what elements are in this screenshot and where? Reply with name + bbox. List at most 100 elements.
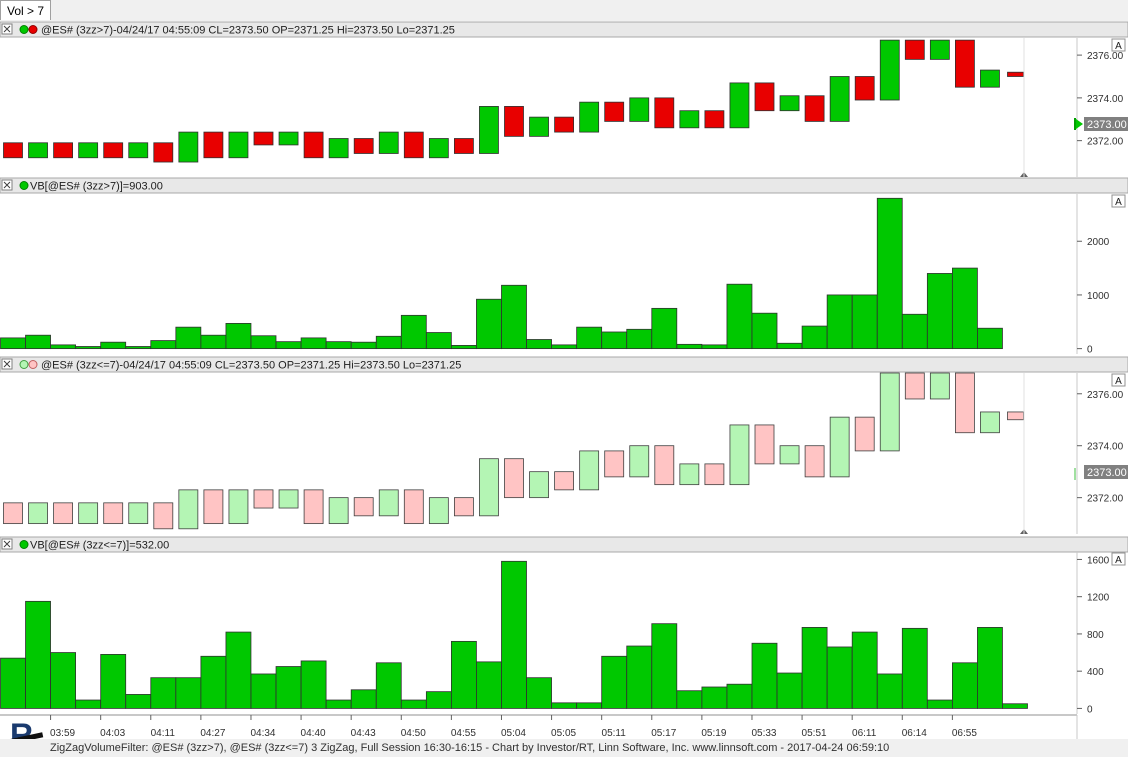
volume-bar	[901, 313, 928, 350]
volume-bar	[450, 640, 477, 709]
candle	[679, 463, 700, 486]
time-tick-label: 04:27	[200, 728, 225, 739]
volume-bar	[175, 677, 202, 709]
candle	[754, 424, 775, 465]
candle	[253, 131, 274, 146]
volume-bar	[225, 322, 252, 350]
volume-bar	[977, 327, 1003, 350]
candle	[103, 502, 124, 525]
candle	[980, 69, 1000, 88]
volume-bar	[977, 627, 1003, 709]
candle	[504, 106, 524, 137]
volume-bar	[676, 343, 703, 350]
time-tick-label: 05:11	[602, 728, 627, 739]
volume-bar	[325, 699, 352, 709]
volume-bar	[626, 645, 653, 709]
candle	[253, 489, 274, 509]
volume-bar	[576, 702, 603, 709]
candle	[704, 110, 725, 129]
autoscale-label: A	[1115, 197, 1122, 208]
volume-bar	[776, 672, 803, 709]
volume-bar	[200, 655, 227, 709]
y-tick-label: 1000	[1087, 291, 1110, 302]
candle	[128, 502, 149, 525]
volume-bar	[75, 699, 102, 709]
chart-area: @ES# (3zz>7)-04/24/17 04:55:09 CL=2373.5…	[0, 21, 1128, 740]
down-series-dot-icon	[28, 25, 38, 34]
volume-bar	[726, 283, 753, 350]
volume-bar	[926, 699, 953, 709]
volume-bar	[826, 646, 853, 709]
volume-bar	[75, 346, 102, 350]
candle	[78, 142, 99, 159]
pane-2: VB[@ES# (3zz>7)]=903.00 A 0 1000 2000	[0, 177, 1128, 356]
candle	[228, 489, 249, 525]
volume-bar	[175, 326, 202, 350]
time-tick-label: 05:19	[701, 728, 726, 739]
candle	[955, 39, 975, 88]
volume-bar	[425, 332, 452, 350]
pane-title: @ES# (3zz>7)-04/24/17 04:55:09 CL=2373.5…	[41, 25, 455, 37]
candle	[278, 489, 299, 509]
volume-bar	[275, 666, 302, 709]
volume-bar	[0, 337, 26, 350]
volume-bar	[325, 341, 352, 350]
candle	[453, 138, 474, 154]
volume-bar	[125, 346, 152, 350]
y-tick-label: 2376.00	[1087, 51, 1124, 62]
y-tick-label: 2376.00	[1087, 390, 1124, 401]
candle	[178, 489, 199, 530]
volume-bar	[726, 683, 753, 709]
time-tick-label: 04:50	[401, 728, 426, 739]
candle	[28, 142, 48, 159]
candle	[303, 489, 324, 525]
volume-bar	[25, 334, 51, 350]
candle	[829, 76, 850, 122]
volume-bar	[476, 298, 502, 350]
pane-1: @ES# (3zz>7)-04/24/17 04:55:09 CL=2373.5…	[0, 21, 1128, 177]
candle	[554, 471, 574, 491]
candle	[428, 497, 449, 525]
time-tick-label: 05:04	[501, 728, 526, 739]
autoscale-button[interactable]	[1111, 373, 1126, 387]
volume-bar	[601, 655, 628, 709]
volume-bar	[400, 699, 427, 709]
tab-vol-gt-7[interactable]: Vol > 7	[0, 0, 52, 20]
pane-header	[0, 536, 1128, 553]
candle	[604, 450, 625, 478]
time-tick-label: 06:14	[902, 728, 927, 739]
price-arrow-icon	[1076, 119, 1083, 129]
volume-bar	[751, 312, 778, 350]
volume-bar	[100, 654, 127, 709]
volume-bar	[150, 340, 177, 350]
volume-bar	[25, 600, 51, 709]
candle	[228, 131, 249, 159]
volume-bar	[926, 273, 953, 350]
volume-bar	[651, 307, 678, 350]
candle	[854, 416, 875, 452]
volume-bar	[952, 662, 978, 709]
candle	[328, 138, 349, 159]
up-series-dot-icon	[19, 360, 29, 369]
time-tick-label: 04:43	[351, 728, 376, 739]
y-tick-label: 2372.00	[1087, 137, 1124, 148]
volume-bar	[701, 344, 728, 350]
candle	[779, 95, 800, 112]
candle	[353, 138, 374, 154]
volume-bar	[200, 334, 227, 350]
autoscale-button[interactable]	[1111, 194, 1126, 208]
volume-bar	[826, 294, 853, 350]
volume-bar	[601, 331, 628, 350]
volume-bar	[150, 677, 177, 709]
candle	[428, 138, 449, 159]
time-tick-label: 06:55	[952, 728, 977, 739]
close-icon-cross	[3, 360, 11, 368]
candle	[579, 450, 600, 491]
candle	[378, 131, 399, 154]
candle	[779, 445, 800, 465]
candle	[203, 131, 224, 159]
autoscale-button[interactable]	[1111, 38, 1126, 52]
candle	[804, 445, 825, 478]
autoscale-button[interactable]	[1111, 552, 1126, 566]
volume-bar	[300, 660, 327, 709]
